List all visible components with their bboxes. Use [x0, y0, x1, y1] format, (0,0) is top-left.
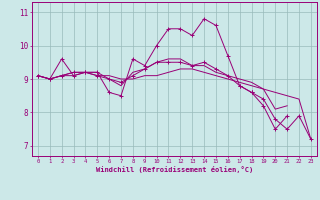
- X-axis label: Windchill (Refroidissement éolien,°C): Windchill (Refroidissement éolien,°C): [96, 166, 253, 173]
